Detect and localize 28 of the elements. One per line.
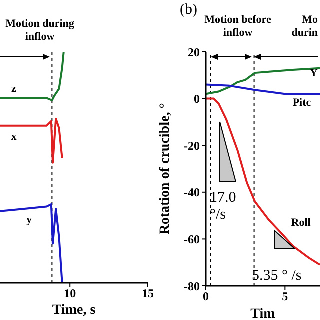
text: Motion during inflow — [4, 18, 76, 44]
y-tick-label: -80 — [184, 279, 200, 294]
x-tick-label: 15 — [142, 286, 154, 301]
x-tick-label: 10 — [64, 286, 76, 301]
y-tick-label: 20 — [188, 45, 200, 60]
x-tick-label: 0 — [203, 290, 209, 304]
text: Mo durin — [290, 14, 318, 40]
line-series — [206, 98, 320, 266]
series-label: Y — [310, 67, 318, 80]
line-series — [206, 67, 320, 96]
text: Motion before inflow — [204, 14, 272, 40]
y-tick-label: -40 — [184, 186, 200, 200]
x-axis-title: Time, s — [52, 303, 96, 318]
series-label: Pitc — [292, 97, 312, 110]
y-tick-label: -20 — [184, 138, 200, 153]
series-label: z — [12, 83, 17, 96]
chart-title: (b) — [180, 2, 198, 19]
line-series — [206, 84, 320, 96]
annotation: 5.35 ° /s — [252, 268, 303, 286]
annotation: 17.0 °/s — [210, 190, 238, 224]
series-label: Roll — [291, 217, 311, 230]
y-tick-label: 0 — [194, 92, 200, 106]
series-label: x — [11, 130, 18, 143]
x-axis-title: Tim — [250, 307, 276, 320]
y-axis-title: Rotation of crucible, ° — [158, 103, 173, 235]
x-tick-label: 5 — [282, 290, 288, 304]
series-label: y — [26, 214, 33, 226]
y-tick-label: -60 — [184, 232, 200, 246]
